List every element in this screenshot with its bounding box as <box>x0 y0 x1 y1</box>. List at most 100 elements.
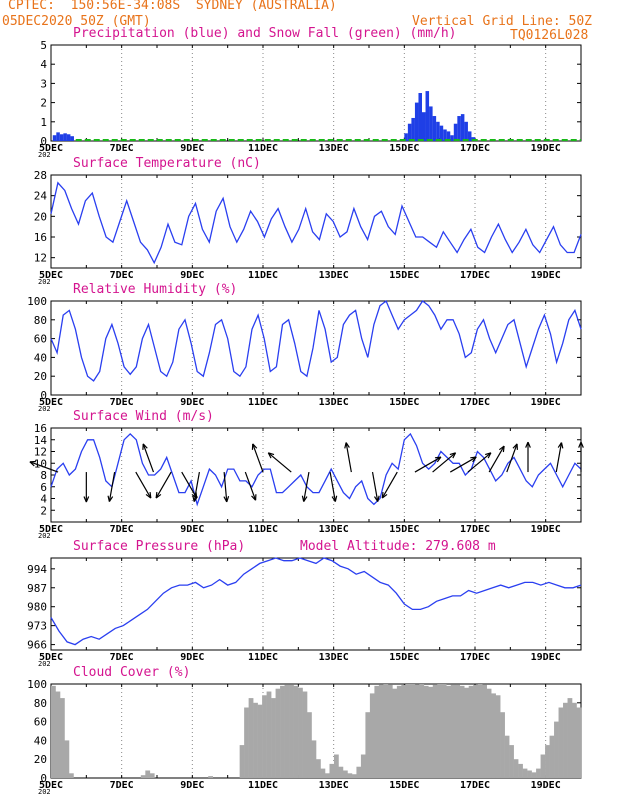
wind-arrowhead <box>251 443 258 450</box>
cloud-bar <box>405 684 411 778</box>
y-tick-label: 4 <box>40 58 47 71</box>
precip-bar <box>460 114 465 141</box>
cloud-bar <box>468 685 474 778</box>
wind-arrow <box>488 445 505 473</box>
year-label: 202 <box>38 788 51 796</box>
y-tick-label: 20 <box>34 370 47 383</box>
x-tick-label: 7DEC <box>110 270 134 281</box>
precip-bar <box>436 121 440 141</box>
cloud-bar <box>464 687 470 778</box>
x-tick-label: 17DEC <box>460 524 490 535</box>
cloud-bar <box>563 702 568 778</box>
wind-arrow <box>223 472 228 503</box>
y-tick-label: 2 <box>40 97 47 110</box>
cloud-bar <box>482 684 487 778</box>
precip-bar <box>439 125 444 141</box>
cloud-bar <box>522 768 528 778</box>
x-tick-label: 19DEC <box>531 524 561 535</box>
y-tick-label: 80 <box>34 697 47 710</box>
x-tick-label: 15DEC <box>389 143 419 154</box>
precip-bar <box>66 134 71 141</box>
cloud-bar <box>374 685 380 778</box>
cloud-bar <box>262 695 267 778</box>
precip-bar <box>450 135 454 141</box>
x-tick-label: 11DEC <box>248 270 278 281</box>
plot-frame <box>50 174 582 269</box>
x-tick-label: 5DEC <box>39 780 63 791</box>
x-tick-label: 7DEC <box>110 780 134 791</box>
x-tick-label: 17DEC <box>460 652 490 663</box>
pres-line <box>50 557 582 646</box>
y-tick-label: 60 <box>34 333 47 346</box>
y-tick-label: 5 <box>40 39 47 52</box>
panel-title: Precipitation (blue) and Snow Fall (gree… <box>73 26 457 41</box>
wind-arrow <box>252 443 264 473</box>
y-tick-label: 4 <box>40 493 47 506</box>
cloud-bar <box>257 704 263 778</box>
x-tick-label: 13DEC <box>319 397 349 408</box>
cloud-bar <box>396 685 402 778</box>
y-tick-label: 16 <box>34 231 47 244</box>
cloud-bar <box>486 688 492 778</box>
precip-bar <box>414 102 419 141</box>
cloud-bar <box>401 684 407 778</box>
cloud-bar <box>365 712 371 778</box>
panel-title: Cloud Cover (%) <box>73 665 190 680</box>
cloud-bar <box>446 685 452 778</box>
cloud-bar <box>554 721 559 778</box>
cloud-bar <box>419 684 425 778</box>
x-tick-label: 9DEC <box>180 397 204 408</box>
cloud-bar <box>513 759 519 778</box>
wind-arrowhead <box>434 456 442 463</box>
cloud-bar <box>356 766 362 778</box>
wind-line <box>50 432 582 507</box>
cloud-bar <box>342 770 348 778</box>
cloud-bar <box>329 763 335 778</box>
cloud-bar <box>549 735 555 778</box>
year-label: 202 <box>38 532 51 540</box>
cloud-bar <box>244 707 249 778</box>
y-tick-label: 973 <box>27 620 47 633</box>
wind-arrowhead <box>498 445 505 453</box>
cloud-bar <box>333 754 339 778</box>
precip-bar <box>418 93 422 141</box>
y-tick-label: 14 <box>34 434 48 447</box>
x-tick-label: 17DEC <box>460 270 490 281</box>
cloud-bar <box>275 688 281 778</box>
x-tick-label: 11DEC <box>248 397 278 408</box>
precip-bar <box>70 136 74 141</box>
wind-arrow <box>345 442 352 473</box>
precip-bar <box>422 112 426 141</box>
cloud-bar <box>271 698 276 778</box>
wind-arrow <box>181 471 198 499</box>
cloud-bar <box>387 684 393 778</box>
wind-arrowhead <box>512 443 518 450</box>
y-tick-label: 20 <box>34 753 47 766</box>
plot-frame <box>50 300 582 396</box>
precip-bar <box>52 135 57 141</box>
wind-arrow <box>303 471 310 502</box>
plot-frame <box>50 44 582 142</box>
precip-bar <box>63 133 67 141</box>
x-tick-label: 9DEC <box>180 143 204 154</box>
x-tick-label: 13DEC <box>319 143 349 154</box>
y-tick-label: 20 <box>34 210 47 223</box>
precip-bar <box>56 132 60 141</box>
wind-arrowhead <box>485 452 492 459</box>
cloud-bar <box>450 684 456 778</box>
x-tick-label: 5DEC <box>39 397 63 408</box>
cloud-bar <box>527 770 532 778</box>
cloud-bar <box>239 745 245 778</box>
precip-bar <box>446 131 451 141</box>
y-tick-label: 16 <box>34 422 47 435</box>
precip-bar <box>411 117 415 141</box>
wind-arrowhead <box>578 441 584 448</box>
x-tick-label: 7DEC <box>110 524 134 535</box>
precip-bar <box>429 106 433 141</box>
panel-title: Surface Temperature (nC) <box>73 156 261 171</box>
precip-bar <box>457 116 461 141</box>
wind-arrowhead <box>557 442 564 449</box>
cloud-bar <box>518 763 523 778</box>
cloud-bar <box>149 773 155 778</box>
cloud-bar <box>576 707 582 778</box>
